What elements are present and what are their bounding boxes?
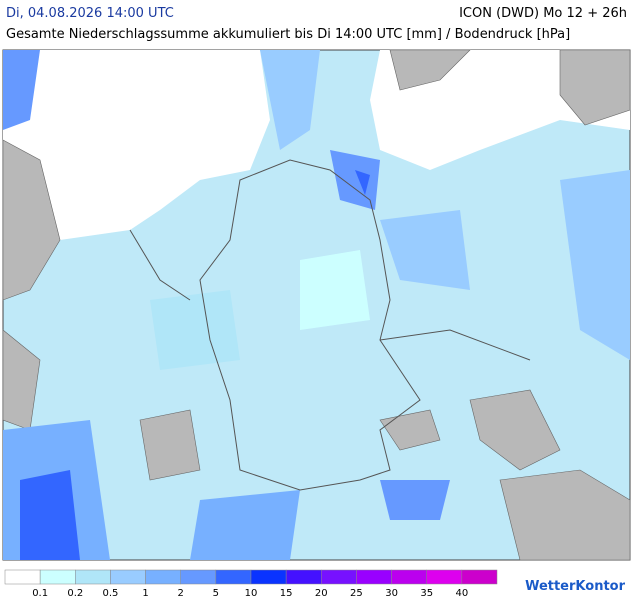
legend-swatch [180,569,217,585]
legend-swatch [250,569,287,585]
precip [3,50,630,560]
legend-label: 1 [142,588,148,599]
legend-label: 0.2 [67,588,83,599]
legend-swatch [426,569,463,585]
legend-swatch [39,569,76,585]
legend-label: 30 [385,588,398,599]
legend-label: 0.5 [102,588,118,599]
legend-swatch [75,569,111,585]
legend-label: 20 [315,588,328,599]
legend: 0.1 0.2 0.5 1 2 5 10 15 20 25 30 35 40 [4,569,498,599]
legend-swatch [356,569,392,585]
legend-label: 0.1 [32,588,48,599]
legend-swatch [391,569,427,585]
legend-label: 5 [213,588,219,599]
legend-label: 40 [455,588,468,599]
legend-label: 15 [280,588,293,599]
legend-swatch [461,569,498,585]
model: ICON (DWD) Mo 12 + 26h [459,6,627,21]
legend-swatch [4,569,41,585]
land-grey [2,49,631,561]
borders [129,159,531,491]
subtitle: Gesamte Niederschlagssumme akkumuliert b… [6,27,571,42]
legend-swatch [321,569,357,585]
legend-swatch [215,569,252,585]
legend-label: 25 [350,588,363,599]
legend-label: 35 [420,588,433,599]
brand: WetterKontor [525,579,625,594]
legend-swatch [285,569,322,585]
legend-swatch [145,569,181,585]
legend-swatch [110,569,146,585]
legend-label: 10 [245,588,258,599]
legend-label: 2 [178,588,184,599]
datetime: Di, 04.08.2026 14:00 UTC [6,6,174,21]
